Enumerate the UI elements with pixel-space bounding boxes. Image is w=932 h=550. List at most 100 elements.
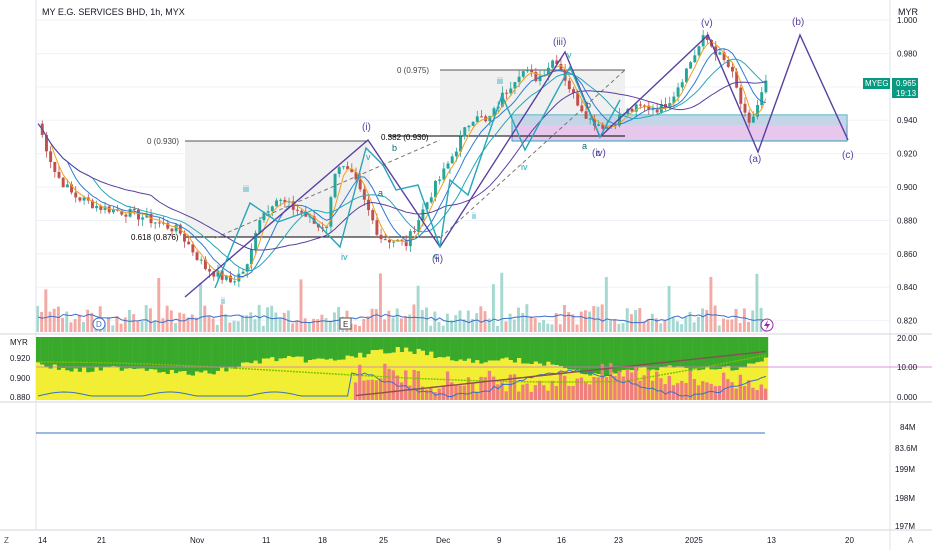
osc-bar-red (454, 385, 458, 400)
volume-bar (621, 323, 625, 332)
osc-bar-yellow (48, 368, 53, 400)
osc-bar-green (399, 337, 405, 352)
osc-bar-green (512, 337, 518, 363)
candle-body (530, 70, 534, 73)
osc-bar-yellow (425, 355, 430, 400)
candle-body (203, 259, 207, 270)
osc-bar-green (625, 337, 631, 370)
osc-bar-green (165, 337, 171, 375)
volume-bar (717, 325, 721, 332)
volume-bar (734, 309, 738, 332)
osc-bar-red (542, 385, 546, 400)
current-price-tag: MYEG 0.965 19:13 (863, 78, 918, 98)
volume-bar (132, 314, 136, 332)
candle-body (400, 239, 404, 241)
candle-body (764, 80, 768, 93)
osc-bar-green (98, 337, 104, 371)
osc-bar-green (169, 337, 175, 370)
candle-body (651, 109, 655, 111)
osc-bar-green (404, 337, 409, 348)
osc-bar-green (257, 337, 263, 364)
osc-bar-red (374, 380, 379, 400)
osc-bar-red (663, 384, 667, 400)
volume-bar (190, 314, 194, 332)
volume-bars (36, 272, 767, 332)
volume-bar (73, 319, 77, 332)
volume-bar (174, 323, 177, 332)
osc-bar-yellow (324, 359, 329, 400)
osc-bar-red (378, 378, 383, 400)
time-scale[interactable]: 14 21 Nov 11 18 25 Dec 9 16 23 2025 13 20 (38, 536, 854, 545)
candle-body (580, 105, 584, 112)
volume-bar (537, 322, 541, 332)
candle-body (95, 205, 99, 209)
osc-bar-yellow (52, 364, 58, 400)
candle-body (760, 92, 764, 106)
osc-bar-yellow (529, 364, 534, 400)
candle-body (111, 209, 115, 213)
osc-bar-red (429, 386, 433, 400)
osc-bar-green (320, 337, 325, 359)
osc-bar-green (650, 337, 656, 370)
osc-bar-red (734, 388, 738, 400)
osc-bar-red (621, 376, 625, 400)
osc-bar-red (713, 386, 717, 400)
auto-scale-button[interactable]: A (908, 536, 914, 545)
candle-body (78, 197, 82, 201)
osc-bar-green (583, 337, 589, 375)
osc-bar-red (370, 379, 374, 400)
volume-bar (236, 321, 240, 332)
osc-bar-green (763, 337, 769, 358)
osc-bar-green (671, 337, 677, 368)
candle-body (107, 206, 111, 213)
osc-left-tick-2: 0.900 (10, 374, 31, 383)
osc-bar-yellow (282, 358, 288, 400)
event-marker-d[interactable]: D (92, 317, 106, 331)
candle-body (597, 124, 601, 126)
candle-body (572, 89, 575, 93)
event-marker-e[interactable]: E (339, 317, 352, 330)
candle-body (726, 59, 730, 67)
osc-bar-yellow (211, 374, 217, 400)
osc-bar-red (366, 379, 370, 400)
osc-bar-green (274, 337, 279, 362)
candle-body (74, 192, 78, 198)
osc-bar-yellow (182, 371, 187, 400)
volume-bar (320, 314, 324, 332)
osc-bar-green (186, 337, 191, 375)
osc-bar-red (742, 385, 747, 400)
volume-bar (261, 325, 265, 332)
osc-bar-green (759, 337, 765, 362)
osc-bar-yellow (56, 369, 62, 400)
osc-bar-yellow (353, 357, 359, 400)
candle-body (513, 82, 517, 89)
candle-body (91, 200, 94, 209)
osc-bar-red (650, 380, 655, 400)
candle-body (433, 180, 437, 198)
osc-bar-green (107, 337, 112, 368)
osc-bar-yellow (199, 372, 204, 400)
osc-bar-red (521, 384, 525, 400)
wave-label-ii-minor-2: ii (472, 211, 476, 221)
osc-bar-green (458, 337, 463, 360)
osc-bar-red (471, 382, 475, 400)
moving-average-2 (37, 48, 767, 278)
zoom-z-button[interactable]: Z (4, 536, 9, 545)
osc-bar-yellow (378, 349, 384, 400)
candle-body (672, 96, 676, 104)
osc-bar-red (529, 391, 533, 400)
candle-body (258, 220, 262, 233)
lightning-icon[interactable] (760, 318, 774, 332)
osc-bar-red (579, 377, 584, 400)
osc-bar-green (395, 337, 401, 348)
osc-bar-green (324, 337, 329, 360)
osc-bar-yellow (345, 355, 350, 400)
osc-bar-red (692, 378, 697, 400)
candle-body (362, 189, 366, 200)
candle-body (283, 199, 287, 203)
candle-body (208, 269, 212, 272)
osc-bar-green (529, 337, 534, 365)
price-tick-7: 0.860 (897, 250, 918, 259)
volume-bar (107, 317, 111, 332)
